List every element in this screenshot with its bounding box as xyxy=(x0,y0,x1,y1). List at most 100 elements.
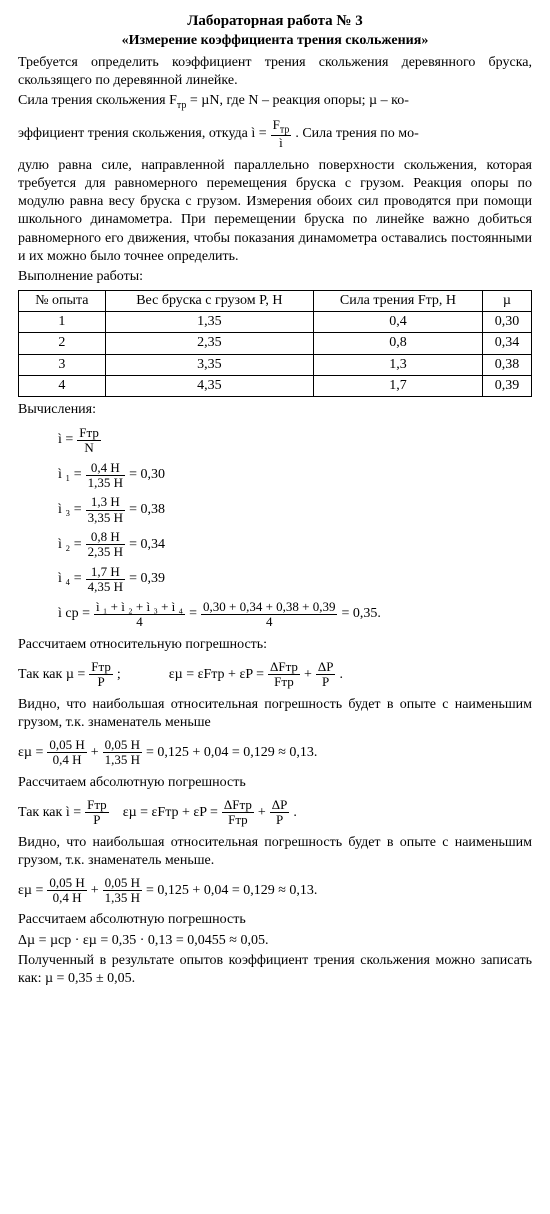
numerator: 0,05 Н xyxy=(47,876,86,891)
plus-sign: + xyxy=(91,882,99,900)
formula-lhs: ì ₁ = xyxy=(58,460,82,491)
denominator: 1,35 Н xyxy=(103,891,142,905)
denominator: Fтр xyxy=(222,813,254,827)
denominator: Fтр xyxy=(268,675,300,689)
fraction: ΔP P xyxy=(316,660,336,690)
formula-eq: = xyxy=(189,599,197,630)
fraction: Fтр N xyxy=(77,426,101,456)
fraction: 0,05 Н 0,4 Н xyxy=(47,738,86,768)
fraction: ì ₁ + ì ₂ + ì ₃ + ì ₄ 4 xyxy=(94,600,185,630)
text-span: . xyxy=(293,804,297,822)
table-cell: 0,34 xyxy=(482,333,531,354)
relerr-formula: Так как µ = Fтр P ; εµ = εFтр + εP = ΔFт… xyxy=(18,660,532,690)
fraction: 0,05 Н 0,4 Н xyxy=(47,876,86,906)
numerator: 0,4 Н xyxy=(86,461,125,476)
plus-sign: + xyxy=(91,744,99,762)
formula-lhs: εµ = xyxy=(18,882,43,900)
numerator: ΔP xyxy=(316,660,336,675)
formula-rhs: = 0,38 xyxy=(129,495,165,526)
denominator: 1,35 Н xyxy=(86,476,125,490)
formula-line: ì ₄ = 1,7 Н 4,35 Н = 0,39 xyxy=(58,564,532,595)
table-row: 3 3,35 1,3 0,38 xyxy=(19,354,532,375)
fraction: 0,05 Н 1,35 Н xyxy=(103,876,142,906)
subscript: тр xyxy=(177,100,187,111)
intro-paragraph-3: эффициент трения скольжения, откуда ì = … xyxy=(18,118,532,151)
text-span: эффициент трения скольжения, откуда ì = xyxy=(18,125,267,143)
table-cell: 0,8 xyxy=(313,333,482,354)
numerator: 0,05 Н xyxy=(47,738,86,753)
denominator: N xyxy=(77,441,101,455)
formula-line: ì ₁ = 0,4 Н 1,35 Н = 0,30 xyxy=(58,460,532,491)
table-cell: 2 xyxy=(19,333,106,354)
table-cell: 0,30 xyxy=(482,312,531,333)
table-cell: 1,3 xyxy=(313,354,482,375)
delta-mu: Δµ = µср · εµ = 0,35 · 0,13 = 0,0455 ≈ 0… xyxy=(18,932,532,950)
fraction: Fтр P xyxy=(85,798,109,828)
formula-rhs: = 0,34 xyxy=(129,530,165,561)
plus-sign: + xyxy=(304,666,312,684)
table-header-row: № опыта Вес бруска с грузом P, Н Сила тр… xyxy=(19,291,532,312)
table-cell: 1,7 xyxy=(313,375,482,396)
abserr-note: Видно, что наибольшая относительная погр… xyxy=(18,834,532,870)
numerator: ΔP xyxy=(270,798,290,813)
formula-rhs: = 0,39 xyxy=(129,564,165,595)
fraction: 1,3 Н 3,35 Н xyxy=(86,495,125,525)
numerator: 0,05 Н xyxy=(103,876,142,891)
denominator: 4 xyxy=(201,615,338,629)
title-sub: «Измерение коэффициента трения скольжени… xyxy=(18,32,532,50)
intro-paragraph-2: Сила трения скольжения Fтр = µN, где N –… xyxy=(18,92,532,112)
plus-sign: + xyxy=(258,804,266,822)
formula-line: ì ₃ = 1,3 Н 3,35 Н = 0,38 xyxy=(58,495,532,526)
fraction: Fтр P xyxy=(89,660,113,690)
formula-lhs: ì ₂ = xyxy=(58,530,82,561)
fraction: 0,8 Н 2,35 Н xyxy=(86,530,125,560)
table-row: 4 4,35 1,7 0,39 xyxy=(19,375,532,396)
fraction: ΔFтр Fтр xyxy=(268,660,300,690)
text-span: εµ = εFтр + εP = xyxy=(123,804,218,822)
table-cell: 4 xyxy=(19,375,106,396)
text-span: Так как ì = xyxy=(18,804,81,822)
formula-lhs: ì = xyxy=(58,425,73,456)
formula-lhs: εµ = xyxy=(18,744,43,762)
denominator: 4,35 Н xyxy=(86,580,125,594)
denominator: 0,4 Н xyxy=(47,753,86,767)
numerator: Fтр xyxy=(85,798,109,813)
numerator: 1,3 Н xyxy=(86,495,125,510)
abserr-formula: Так как ì = Fтр P εµ = εFтр + εP = ΔFтр … xyxy=(18,798,532,828)
relerr-calc: εµ = 0,05 Н 0,4 Н + 0,05 Н 1,35 Н = 0,12… xyxy=(18,738,532,768)
abserr-label2: Рассчитаем абсолютную погрешность xyxy=(18,911,532,929)
conclusion: Полученный в результате опытов коэффицие… xyxy=(18,952,532,988)
formula-block: ì = Fтр N ì ₁ = 0,4 Н 1,35 Н = 0,30 ì ₃ … xyxy=(58,425,532,630)
formula-rhs: = 0,30 xyxy=(129,460,165,491)
relerr-note: Видно, что наибольшая относительная погр… xyxy=(18,696,532,732)
text-span: . xyxy=(339,666,343,684)
denominator: 0,4 Н xyxy=(47,891,86,905)
table-header: Сила трения Fтр, Н xyxy=(313,291,482,312)
numerator: ì ₁ + ì ₂ + ì ₃ + ì ₄ xyxy=(94,600,185,615)
table-header: µ xyxy=(482,291,531,312)
table-cell: 1,35 xyxy=(105,312,313,333)
text-span: . Сила трения по мо- xyxy=(295,125,418,143)
denominator: P xyxy=(85,813,109,827)
table-cell: 0,4 xyxy=(313,312,482,333)
denominator: 1,35 Н xyxy=(103,753,142,767)
formula-rhs: = 0,35. xyxy=(341,599,380,630)
intro-paragraph-1: Требуется определить коэффициент трения … xyxy=(18,54,532,90)
formula-line: ì ₂ = 0,8 Н 2,35 Н = 0,34 xyxy=(58,530,532,561)
text-span: Сила трения скольжения F xyxy=(18,93,177,108)
formula-rhs: = 0,125 + 0,04 = 0,129 ≈ 0,13. xyxy=(146,744,317,762)
fraction: 0,30 + 0,34 + 0,38 + 0,39 4 xyxy=(201,600,338,630)
formula-lhs: ì ср = xyxy=(58,599,90,630)
table-cell: 3,35 xyxy=(105,354,313,375)
table-header: № опыта xyxy=(19,291,106,312)
text-span: = µN, где N – реакция опоры; µ – ко- xyxy=(186,93,409,108)
fraction: Fтр ì xyxy=(271,118,292,151)
relerr-label: Рассчитаем относительную погрешность: xyxy=(18,636,532,654)
intro-paragraph-4: дулю равна силе, направленной параллельн… xyxy=(18,157,532,266)
text-span: Так как µ = xyxy=(18,666,85,684)
denominator: P xyxy=(316,675,336,689)
title-main: Лабораторная работа № 3 xyxy=(18,12,532,32)
table-cell: 0,39 xyxy=(482,375,531,396)
numerator: 1,7 Н xyxy=(86,565,125,580)
fraction: 0,05 Н 1,35 Н xyxy=(103,738,142,768)
